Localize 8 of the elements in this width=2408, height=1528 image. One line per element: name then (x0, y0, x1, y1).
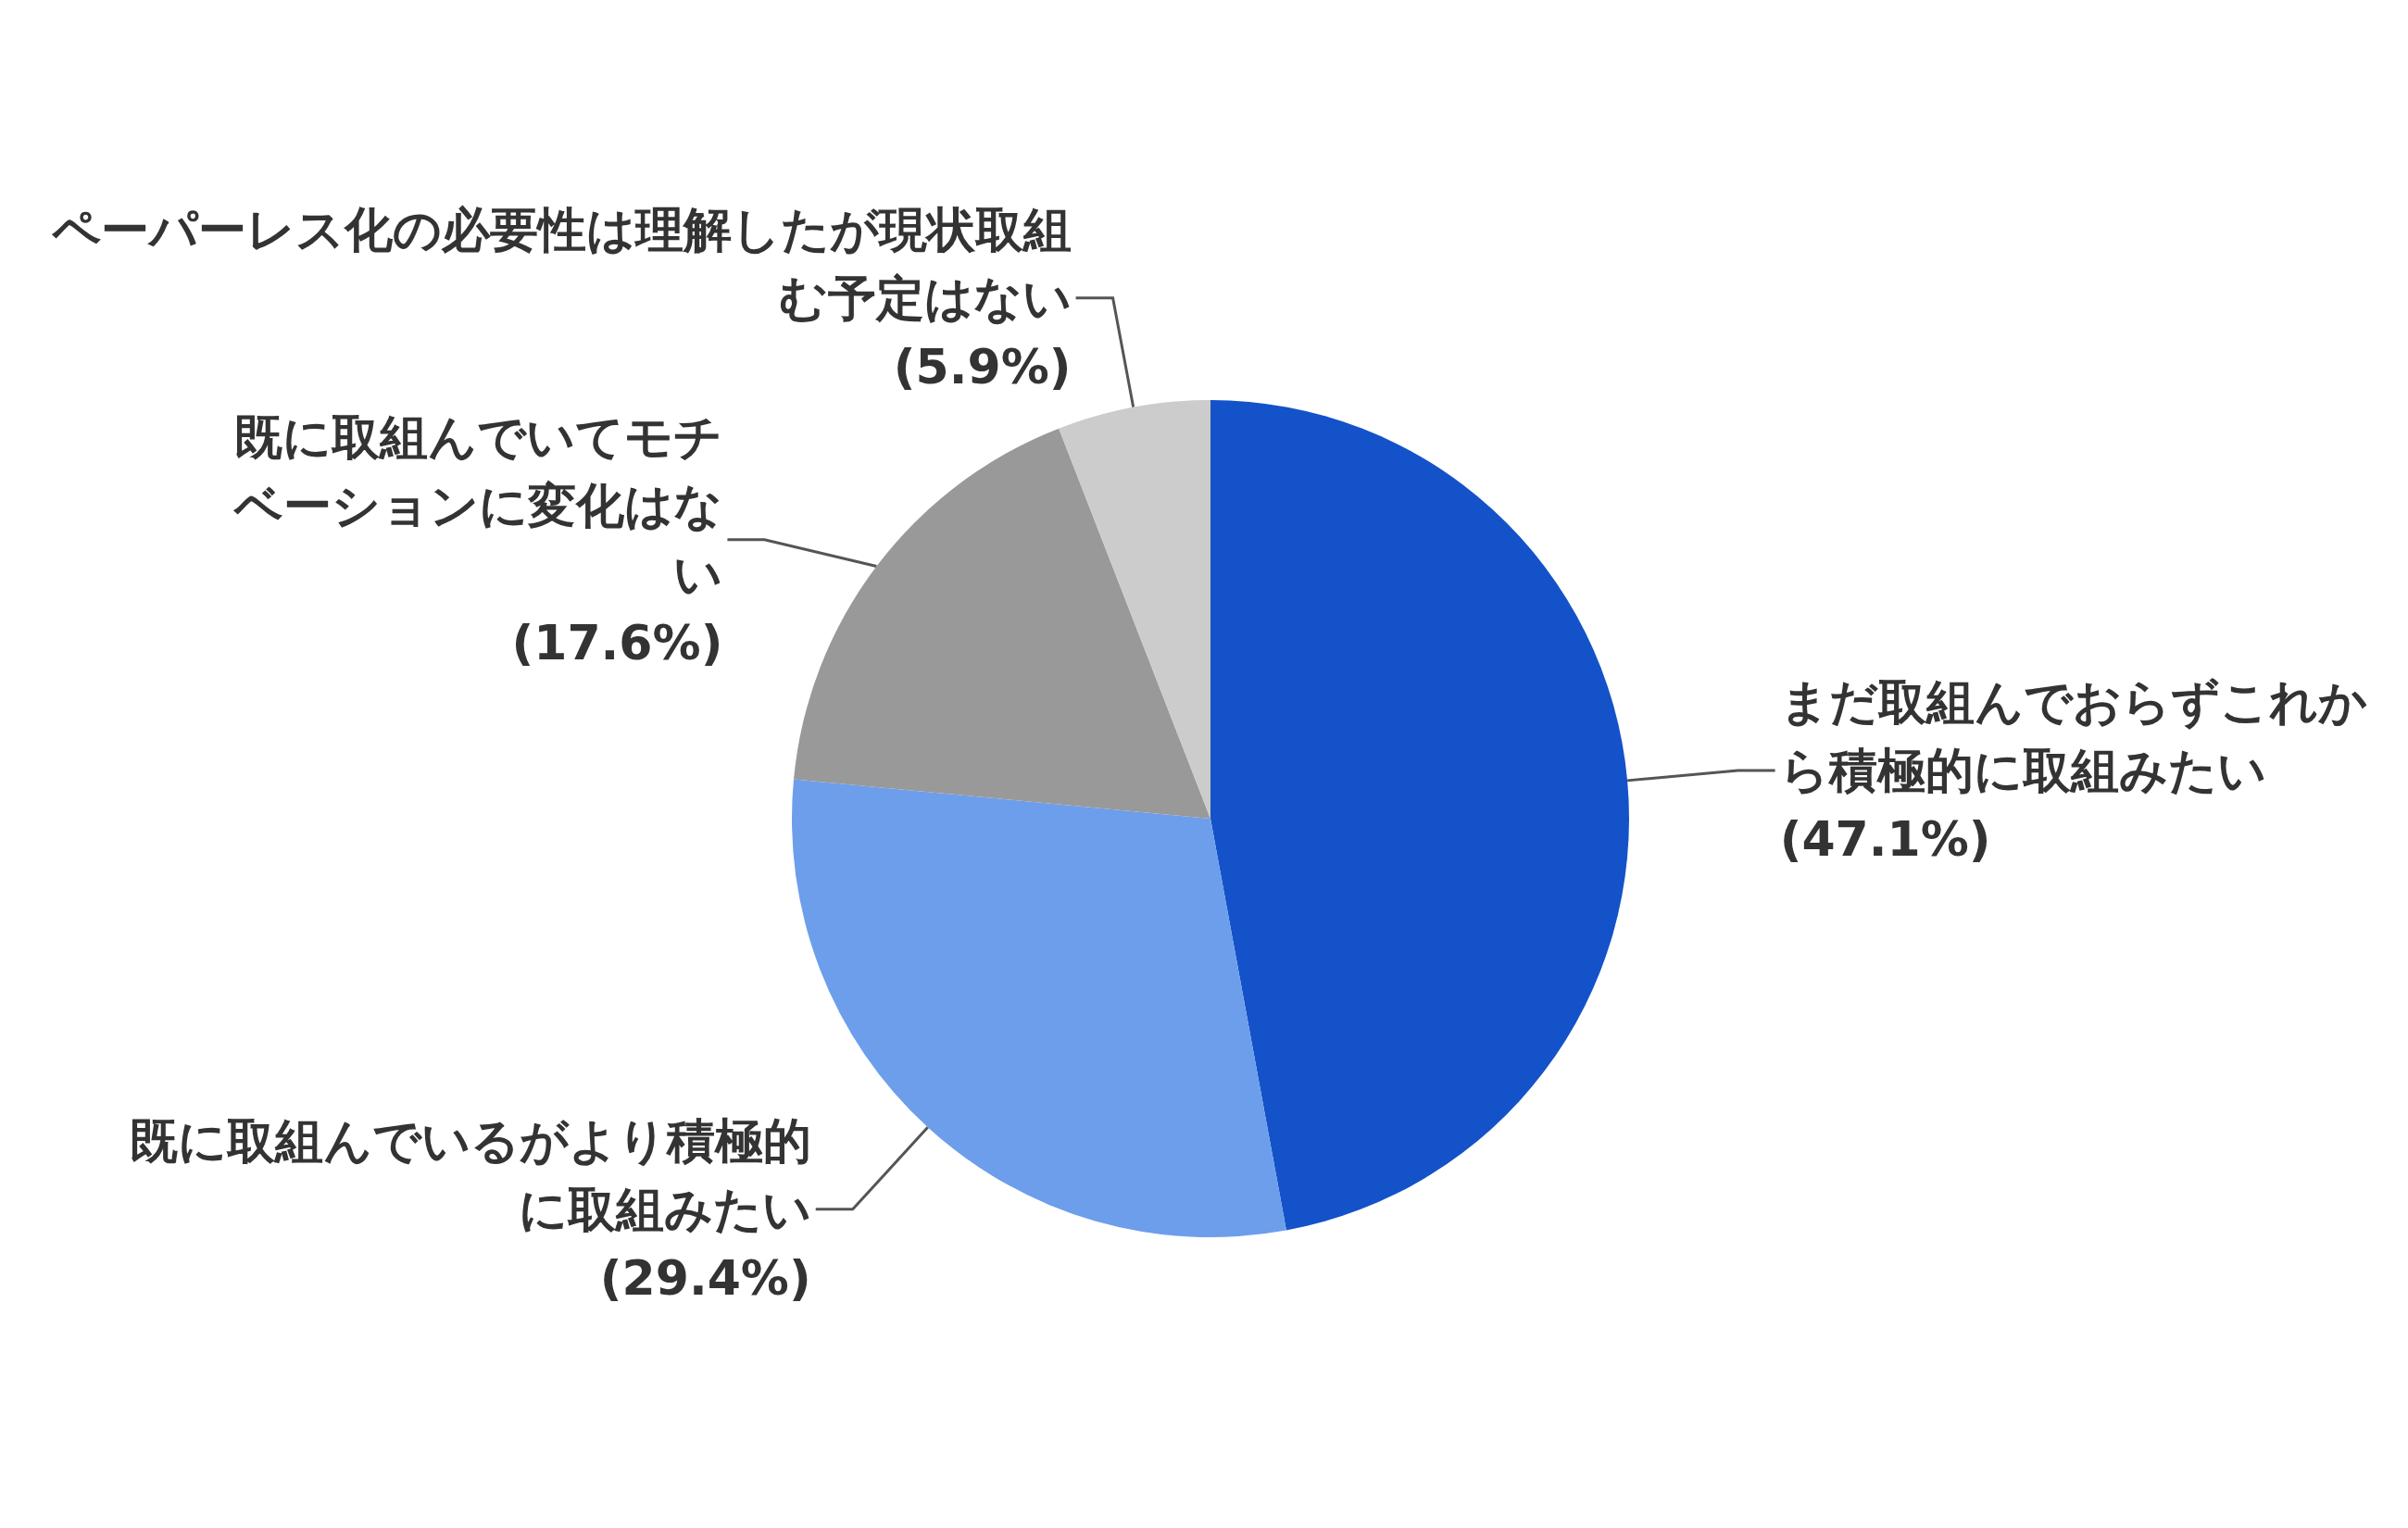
slice-label: ペーパーレス化の必要性は理解したが現状取組む予定はない (50, 201, 1072, 326)
data-label: (17.6%) (511, 614, 723, 670)
data-label: (29.4%) (599, 1249, 811, 1306)
data-label: (47.1%) (1779, 810, 1991, 867)
slice-label: 既に取組んでいてモチベーションに変化はない (232, 408, 723, 602)
data-label: (5.9%) (893, 338, 1072, 395)
slice-label: 既に取組んでいるがより積極的に取組みたい (129, 1112, 811, 1237)
slice-label: まだ取組んでおらずこれから積極的に取組みたい (1779, 673, 2367, 798)
